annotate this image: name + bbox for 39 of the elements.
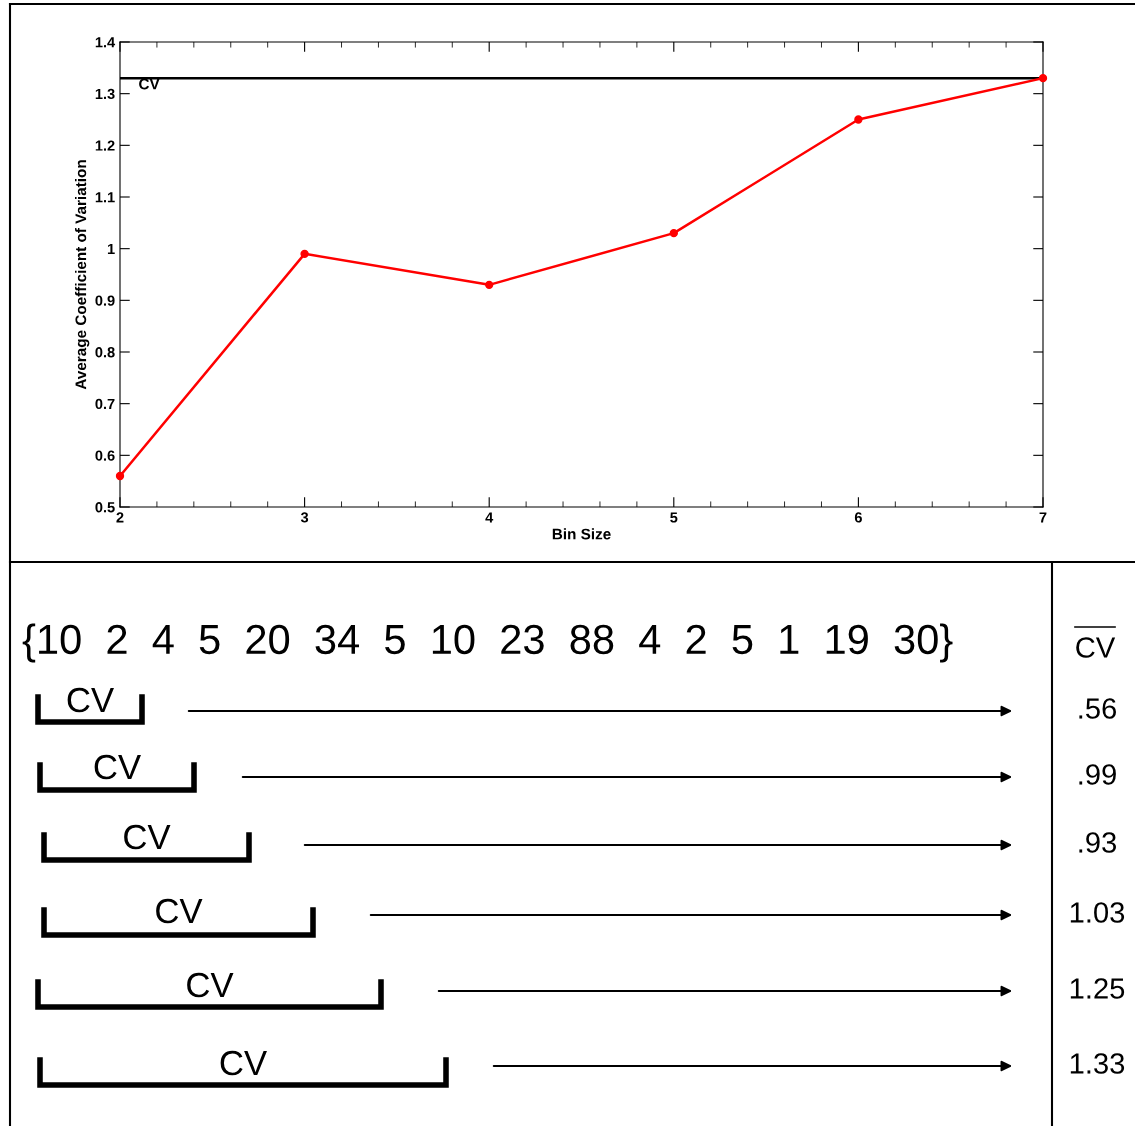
point bbox=[1038, 73, 1048, 83]
point bbox=[669, 228, 678, 238]
point bbox=[300, 249, 309, 259]
x-tick-label: 6 bbox=[854, 512, 862, 523]
y-tick-label: 0.9 bbox=[95, 295, 115, 306]
y-axis-title: Average Coefficient of Variation bbox=[75, 160, 90, 390]
x-tick-label: 7 bbox=[1039, 512, 1047, 523]
y-tick-label: 0.8 bbox=[95, 347, 115, 358]
text: 1.03 bbox=[1070, 902, 1125, 923]
y-tick-label: 1 bbox=[107, 243, 115, 254]
text: {10 2 4 5 20 34 5 10 23 88 4 2 5 1 19 30} bbox=[22, 623, 953, 663]
text: .93 bbox=[1079, 832, 1116, 853]
point bbox=[115, 471, 125, 481]
text: CV bbox=[220, 1050, 267, 1076]
text: .56 bbox=[1079, 698, 1116, 719]
x-tick-label: 4 bbox=[485, 512, 494, 523]
y-tick-label: 1.4 bbox=[95, 37, 116, 48]
y-tick-label: 0.6 bbox=[95, 450, 115, 461]
text: CV bbox=[156, 898, 203, 924]
point bbox=[854, 115, 863, 124]
y-tick-label: 1.3 bbox=[95, 88, 115, 100]
y-tick-label: 1.2 bbox=[95, 140, 115, 151]
text: CV bbox=[94, 754, 141, 780]
text: CV bbox=[67, 687, 114, 713]
x-tick-label: 2 bbox=[116, 512, 124, 523]
text: 1.25 bbox=[1070, 978, 1125, 999]
point bbox=[485, 280, 494, 290]
x-tick-label: 3 bbox=[300, 512, 309, 523]
y-tick-label: 1.1 bbox=[95, 192, 115, 203]
y-tick-label: 0.7 bbox=[95, 398, 115, 410]
text: 1.33 bbox=[1070, 1053, 1125, 1074]
text: CV bbox=[1076, 637, 1116, 658]
text: .99 bbox=[1079, 764, 1116, 785]
x-tick-label: 5 bbox=[670, 512, 678, 523]
x-axis-title: Bin Size bbox=[552, 528, 611, 540]
text: CV bbox=[124, 824, 171, 850]
text: CV bbox=[187, 972, 234, 998]
ref-line-label: CV bbox=[139, 78, 160, 90]
y-tick-label: 0.5 bbox=[95, 502, 115, 513]
